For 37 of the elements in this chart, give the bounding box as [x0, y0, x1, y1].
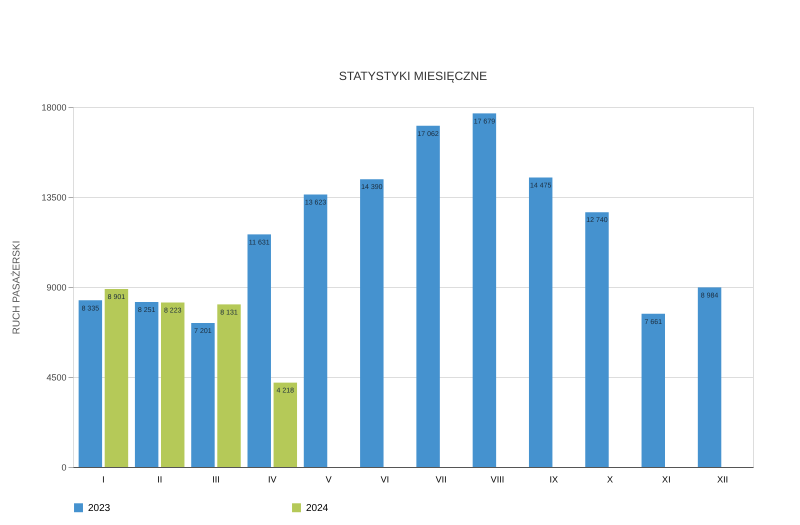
x-tick-label: VII — [436, 474, 447, 484]
y-tick-label: 4500 — [46, 372, 66, 382]
bar — [528, 178, 552, 467]
x-tick-label: III — [212, 474, 220, 484]
x-tick-label: V — [326, 474, 332, 484]
bar — [416, 126, 440, 467]
x-tick-label: VIII — [490, 474, 504, 484]
x-tick-label: VI — [380, 474, 390, 484]
y-tick-label: 0 — [61, 462, 66, 472]
chart-title: STATYSTYKI MIESIĘCZNE — [338, 69, 488, 83]
x-tick-label: XI — [662, 474, 671, 484]
bar — [472, 113, 496, 467]
x-tick-label: I — [102, 474, 105, 484]
y-axis-title: RUCH PASAŻERSKI — [10, 240, 22, 334]
bar — [698, 287, 722, 467]
x-tick-label: XII — [717, 474, 728, 484]
bar — [134, 302, 158, 467]
bar — [78, 300, 102, 467]
y-tick-label: 18000 — [41, 102, 66, 112]
legend-label: 2023 — [88, 502, 111, 514]
bar — [360, 179, 384, 467]
legend-label: 2024 — [306, 502, 329, 514]
x-tick-label: X — [607, 474, 614, 484]
bar — [248, 234, 271, 467]
bar — [274, 382, 298, 467]
y-tick-label: 13500 — [41, 192, 66, 202]
bar — [104, 288, 128, 467]
bar — [642, 314, 666, 467]
x-tick-label: II — [157, 474, 162, 484]
bar — [585, 212, 609, 467]
bar — [160, 302, 184, 467]
bar — [304, 194, 328, 467]
x-tick-label: IV — [268, 474, 277, 484]
x-tick-label: IX — [549, 474, 558, 484]
bar — [191, 322, 215, 467]
y-tick-label: 9000 — [46, 282, 66, 292]
bar — [217, 304, 241, 467]
